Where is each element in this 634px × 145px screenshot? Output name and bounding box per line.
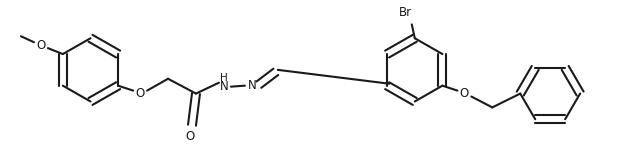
Text: O: O	[185, 130, 195, 143]
Text: O: O	[460, 87, 469, 100]
Text: N: N	[247, 79, 256, 92]
Text: H: H	[220, 73, 228, 83]
Text: N: N	[219, 80, 228, 93]
Text: O: O	[136, 87, 145, 100]
Text: Br: Br	[399, 6, 412, 19]
Text: O: O	[36, 39, 46, 52]
